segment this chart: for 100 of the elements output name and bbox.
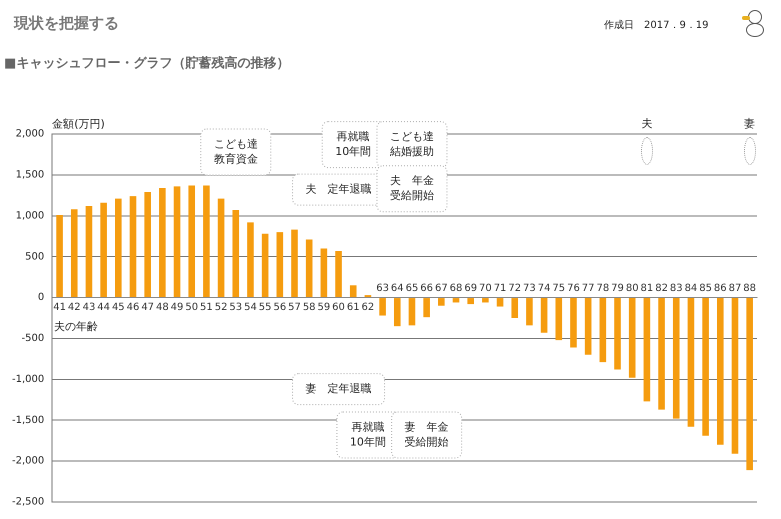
y-tick-label: -2,000 — [12, 456, 44, 467]
bar — [496, 298, 504, 307]
bar — [188, 186, 196, 298]
bar — [540, 298, 548, 333]
bar — [452, 298, 460, 302]
bar — [291, 230, 298, 298]
x-tick-label: 61 — [346, 302, 360, 314]
x-tick-label: 79 — [611, 283, 624, 294]
x-tick-label: 85 — [699, 283, 712, 294]
x-tick-label: 64 — [390, 283, 404, 294]
bar — [86, 206, 92, 298]
annotation: 妻 年金受給開始 — [404, 420, 449, 448]
x-tick-label: 62 — [362, 302, 374, 314]
x-tick-label: 77 — [582, 283, 595, 294]
bar — [746, 298, 753, 470]
x-tick-label: 65 — [406, 283, 418, 294]
x-tick-label: 86 — [714, 283, 727, 294]
x-tick-label: 88 — [743, 283, 756, 294]
bar — [614, 298, 621, 370]
x-tick-label: 67 — [434, 283, 448, 294]
bar — [570, 298, 577, 348]
x-tick-label: 74 — [538, 283, 550, 294]
bar — [350, 285, 357, 298]
bar — [218, 198, 224, 298]
y-tick-label: -1,000 — [12, 374, 44, 385]
annotation: 夫 年金受給開始 — [390, 174, 434, 202]
bar — [408, 298, 416, 326]
x-tick-label: 49 — [170, 302, 184, 314]
bar — [688, 298, 694, 427]
bar — [56, 214, 63, 298]
chart-subtitle: ■キャッシュフロー・グラフ（貯蓄残高の推移） — [4, 54, 290, 72]
bar — [644, 298, 650, 402]
x-tick-label: 47 — [141, 302, 154, 314]
bar — [144, 192, 151, 298]
x-tick-label: 46 — [126, 302, 140, 314]
x-axis-title: 夫の年齢 — [54, 320, 98, 333]
y-axis-title: 金額(万円) — [52, 117, 105, 130]
bar — [379, 298, 386, 316]
annotation: こども達結婚援助 — [388, 130, 434, 158]
x-tick-label: 55 — [258, 302, 272, 314]
x-tick-label: 75 — [552, 283, 566, 294]
x-tick-label: 58 — [302, 302, 316, 314]
y-tick-label: -1,500 — [12, 414, 44, 426]
bar — [511, 298, 518, 318]
x-tick-label: 41 — [53, 302, 66, 314]
bar — [70, 209, 78, 298]
x-tick-label: 42 — [68, 302, 81, 314]
x-tick-label: 83 — [670, 283, 683, 294]
bar — [159, 188, 166, 298]
x-tick-label: 66 — [420, 283, 434, 294]
bar — [716, 298, 724, 445]
bar — [423, 298, 430, 318]
x-tick-label: 68 — [450, 283, 462, 294]
bar — [394, 298, 401, 326]
y-tick-label: -2,500 — [12, 496, 44, 508]
bar — [276, 232, 284, 298]
y-tick-label: 1,500 — [16, 169, 44, 180]
x-tick-label: 78 — [596, 283, 610, 294]
bar — [115, 198, 122, 298]
bar — [438, 298, 445, 306]
bar — [672, 298, 680, 419]
bar — [555, 298, 562, 340]
bar — [130, 196, 136, 298]
x-tick-label: 76 — [567, 283, 580, 294]
bar — [100, 202, 107, 298]
bar — [628, 298, 636, 378]
x-tick-label: 57 — [288, 302, 301, 314]
y-tick-label: 500 — [25, 251, 44, 262]
bar — [732, 298, 738, 454]
bar — [467, 298, 474, 304]
text: 作成日 2017．9．19 — [604, 18, 709, 32]
x-tick-label: 70 — [479, 283, 492, 294]
bar — [482, 298, 489, 302]
x-tick-label: 87 — [728, 283, 742, 294]
annotation: こども達教育資金 — [214, 137, 258, 166]
x-tick-label: 56 — [273, 302, 286, 314]
x-tick-label: 51 — [200, 302, 213, 314]
bar — [174, 186, 180, 298]
x-tick-label: 72 — [508, 283, 522, 294]
x-tick-label: 52 — [214, 302, 228, 314]
bar — [247, 222, 254, 298]
x-tick-label: 53 — [229, 302, 242, 314]
annotation: 再就職10年間 — [350, 420, 386, 448]
bar — [320, 248, 328, 298]
chart-title: 現状を把握する — [14, 14, 119, 33]
bar — [584, 298, 592, 355]
x-tick-label: 50 — [185, 302, 198, 314]
bar — [306, 239, 312, 298]
text: 妻 — [744, 116, 756, 130]
x-tick-label: 45 — [112, 302, 125, 314]
x-tick-label: 59 — [317, 302, 330, 314]
bar — [262, 234, 268, 298]
x-tick-label: 69 — [464, 283, 478, 294]
annotation: 妻 定年退職 — [306, 382, 372, 396]
bar — [600, 298, 606, 362]
bar — [702, 298, 709, 436]
y-tick-label: 2,000 — [16, 128, 44, 140]
y-tick-label: 0 — [38, 292, 44, 304]
bar — [203, 186, 210, 298]
x-tick-label: 63 — [376, 283, 389, 294]
